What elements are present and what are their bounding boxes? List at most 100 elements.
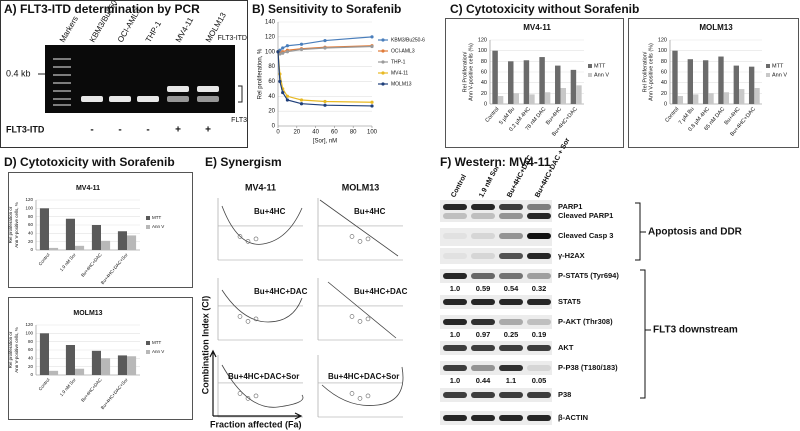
- point: [285, 98, 289, 102]
- band-label: PARP1: [558, 202, 582, 211]
- group-label: FLT3 downstream: [653, 325, 738, 336]
- blot-band: [471, 273, 495, 279]
- panel-d1-frame: [8, 172, 193, 288]
- point: [285, 50, 289, 54]
- band-label: FLT3: [231, 117, 247, 124]
- panel-title: C) Cytotoxicity without Sorafenib: [450, 2, 639, 16]
- x-tick-label: Bu+4HC+DAC: [80, 252, 103, 278]
- bar: [687, 59, 693, 104]
- legend-marker: [381, 49, 385, 53]
- band-label: γ-H2AX: [558, 251, 585, 260]
- ci-point: [357, 396, 363, 401]
- bar: [739, 89, 745, 104]
- blot-band: [471, 415, 495, 421]
- point: [299, 102, 304, 106]
- ci-point: [349, 314, 355, 319]
- band-label: P38: [558, 390, 571, 399]
- legend-swatch: [766, 64, 770, 68]
- plot-label: Bu+4HC+DAC+Sor: [228, 372, 299, 381]
- ci-curve: [319, 199, 399, 257]
- y-axis-label: Ann V-positive cells, %: [14, 327, 19, 373]
- y-tick-label: 20: [268, 109, 275, 115]
- chart-title: MOLM13: [699, 23, 733, 32]
- ci-curve: [221, 205, 303, 245]
- y-axis-label: Rel proliferation or: [8, 206, 13, 243]
- bar: [702, 60, 709, 104]
- bar: [529, 94, 535, 104]
- plot-label: Bu+4HC+DAC+Sor: [328, 372, 399, 381]
- blot-band: [527, 273, 551, 279]
- y-axis-label: Rel Proliferation/: [462, 51, 468, 92]
- x-tick-label: Bu+4HC+DAC+Sor: [100, 252, 129, 285]
- blot-band: [499, 345, 523, 351]
- panel-a-frame: [0, 0, 248, 148]
- y-tick-label: 40: [28, 356, 34, 361]
- legend-swatch: [588, 73, 592, 77]
- legend-marker: [381, 71, 385, 75]
- y-tick-label: 80: [268, 64, 275, 70]
- blot-band: [527, 204, 551, 210]
- x-tick-label: Control: [38, 377, 51, 391]
- point: [370, 104, 374, 108]
- panel-title: B) Sensitivity to Sorafenib: [252, 2, 401, 16]
- blot-membrane: [440, 200, 552, 222]
- point: [323, 38, 327, 43]
- point: [323, 46, 327, 50]
- ci-point: [237, 314, 243, 319]
- y-tick-label: 100: [25, 331, 33, 336]
- x-tick-label: 100: [367, 130, 378, 136]
- blot-band: [527, 253, 551, 259]
- quant-value: 1.0: [450, 376, 460, 385]
- plot-label: Bu+4HC: [354, 207, 386, 216]
- bar: [748, 66, 755, 104]
- blot-band: [499, 204, 523, 210]
- row-value: -: [146, 125, 149, 136]
- y-tick-label: 40: [661, 80, 667, 86]
- bar: [513, 93, 519, 104]
- pcr-band: [167, 86, 189, 92]
- ci-point: [365, 236, 371, 242]
- y-axis-label: Ann V-positive cells (%): [648, 43, 654, 101]
- legend-swatch: [146, 225, 150, 229]
- bracket: [238, 85, 243, 103]
- legend-label: Ann V: [772, 72, 787, 78]
- blot-band: [471, 204, 495, 210]
- bar: [49, 247, 59, 250]
- blot-membrane: [440, 269, 552, 283]
- blot-band: [499, 392, 523, 398]
- pcr-band: [81, 96, 103, 102]
- point: [370, 35, 374, 39]
- point: [281, 90, 285, 95]
- y-tick-label: 100: [658, 48, 667, 54]
- bar: [101, 358, 111, 375]
- bar: [497, 96, 504, 104]
- bracket: [640, 269, 651, 399]
- bar: [65, 218, 75, 250]
- blot-band: [443, 365, 467, 371]
- blot-band: [443, 273, 467, 279]
- blot-band: [527, 319, 551, 325]
- x-tick-label: 20: [293, 130, 300, 136]
- lane-label: 1.9 nM Sor: [478, 164, 501, 199]
- blot-band: [471, 233, 495, 239]
- pcr-band: [109, 96, 131, 102]
- blot-membrane: [440, 295, 552, 309]
- plot-label: Bu+4HC+DAC: [354, 287, 408, 296]
- y-tick-label: 80: [481, 59, 487, 65]
- blot-band: [443, 233, 467, 239]
- legend-label: MV4-11: [391, 70, 408, 76]
- legend-swatch: [146, 216, 150, 220]
- ladder-band: [53, 74, 71, 76]
- y-tick-label: 60: [481, 69, 487, 75]
- bracket: [635, 202, 646, 261]
- y-axis-label: Combination Index (CI): [200, 296, 210, 395]
- ci-point: [357, 239, 363, 244]
- blot-band: [527, 345, 551, 351]
- bar: [508, 61, 514, 104]
- blot-band: [471, 319, 495, 325]
- point: [281, 51, 285, 55]
- lane-label: MV4-11: [174, 15, 196, 44]
- panel-title: E) Synergism: [205, 155, 282, 169]
- ci-point: [253, 393, 259, 399]
